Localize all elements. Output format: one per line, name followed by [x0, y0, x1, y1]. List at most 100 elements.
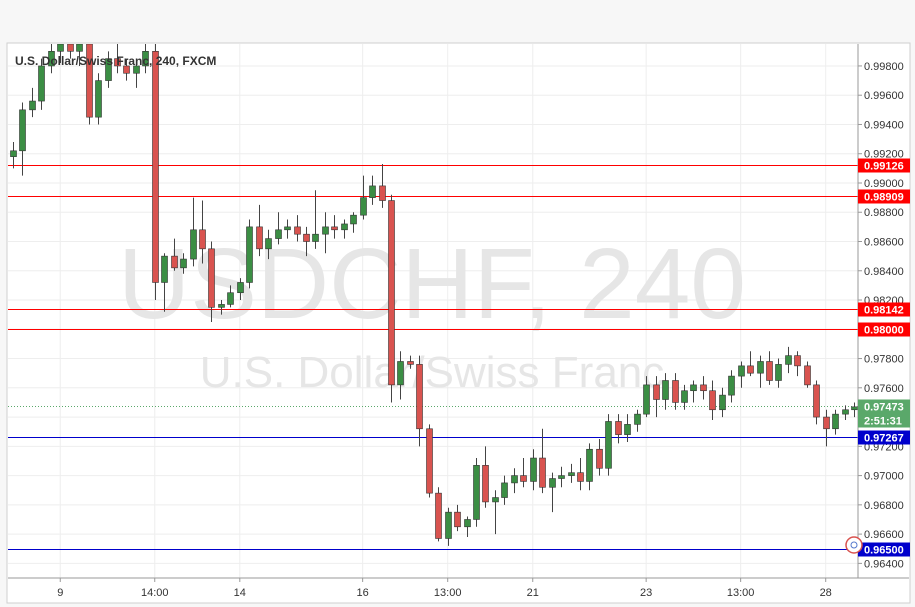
candle[interactable]	[747, 351, 754, 377]
time-axis[interactable]: 9 14:00 14 16 13:00 21 23 13:00 28	[57, 578, 832, 599]
candle[interactable]	[331, 215, 338, 239]
candle[interactable]	[719, 387, 726, 418]
candle[interactable]	[294, 215, 301, 242]
candle[interactable]	[105, 51, 112, 88]
candle[interactable]	[208, 241, 215, 322]
candle[interactable]	[757, 355, 764, 388]
candle[interactable]	[577, 458, 584, 491]
candle[interactable]	[586, 443, 593, 491]
candle[interactable]	[161, 253, 168, 312]
candle[interactable]	[237, 278, 244, 301]
candle[interactable]	[794, 351, 801, 377]
candle[interactable]	[634, 409, 641, 432]
candle[interactable]	[464, 516, 471, 538]
candle[interactable]	[388, 194, 395, 403]
candle[interactable]	[369, 175, 376, 205]
candle[interactable]	[416, 355, 423, 447]
candle[interactable]	[615, 414, 622, 444]
candle[interactable]	[549, 472, 556, 513]
candle[interactable]	[558, 466, 565, 488]
candle[interactable]	[275, 212, 282, 245]
candle[interactable]	[256, 204, 263, 257]
candle[interactable]	[738, 361, 745, 388]
candle[interactable]	[171, 238, 178, 271]
candle[interactable]	[48, 44, 55, 74]
candle[interactable]	[152, 37, 159, 301]
candle[interactable]	[501, 475, 508, 505]
candle-body	[76, 44, 83, 52]
candle[interactable]	[690, 380, 697, 403]
candle[interactable]	[19, 102, 26, 176]
candle[interactable]	[426, 424, 433, 498]
level-label: 0.98142	[864, 305, 904, 317]
candle[interactable]	[624, 414, 631, 442]
y-tick-label: 0.97000	[864, 471, 904, 483]
candle[interactable]	[605, 414, 612, 476]
candle-body	[48, 51, 55, 67]
candle[interactable]	[29, 87, 36, 118]
candle[interactable]	[95, 73, 102, 125]
candle[interactable]	[766, 351, 773, 385]
candle[interactable]	[445, 507, 452, 546]
candle[interactable]	[123, 58, 130, 81]
candle[interactable]	[360, 175, 367, 220]
candle[interactable]	[775, 358, 782, 388]
scroll-to-latest-icon[interactable]	[845, 536, 863, 554]
candle[interactable]	[662, 373, 669, 410]
candle[interactable]	[709, 380, 716, 420]
candle[interactable]	[728, 370, 735, 403]
candle[interactable]	[397, 351, 404, 400]
candle[interactable]	[530, 449, 537, 491]
candle[interactable]	[700, 376, 707, 400]
candle[interactable]	[804, 361, 811, 388]
candle[interactable]	[284, 219, 291, 239]
candle[interactable]	[785, 346, 792, 374]
candle[interactable]	[114, 44, 121, 74]
candle[interactable]	[76, 37, 83, 66]
candle[interactable]	[435, 487, 442, 542]
candle[interactable]	[842, 405, 849, 420]
candle[interactable]	[86, 37, 93, 125]
candle[interactable]	[190, 197, 197, 267]
candle[interactable]	[473, 458, 480, 527]
candle[interactable]	[492, 490, 499, 535]
candle[interactable]	[218, 300, 225, 315]
candle[interactable]	[539, 428, 546, 494]
candle[interactable]	[379, 163, 386, 208]
candle[interactable]	[823, 409, 830, 447]
candle[interactable]	[653, 376, 660, 418]
candle[interactable]	[643, 376, 650, 418]
candle[interactable]	[568, 463, 575, 483]
level-label: 0.99126	[864, 161, 904, 173]
candle[interactable]	[482, 446, 489, 508]
candle[interactable]	[681, 384, 688, 410]
candle-body	[397, 361, 404, 386]
candle[interactable]	[322, 212, 329, 254]
candle[interactable]	[407, 355, 414, 369]
candle[interactable]	[672, 373, 679, 410]
candle-body	[568, 472, 575, 476]
candle[interactable]	[303, 226, 310, 257]
candle[interactable]	[246, 219, 253, 289]
level-label: 0.97267	[864, 433, 904, 445]
candle[interactable]	[67, 37, 74, 59]
candle[interactable]	[199, 200, 206, 264]
candle[interactable]	[520, 458, 527, 488]
candle[interactable]	[813, 380, 820, 425]
candle[interactable]	[57, 40, 64, 64]
candle[interactable]	[142, 44, 149, 74]
candle[interactable]	[38, 58, 45, 110]
candle[interactable]	[454, 504, 461, 532]
candle[interactable]	[10, 142, 17, 169]
candle[interactable]	[227, 285, 234, 308]
candle[interactable]	[341, 219, 348, 239]
candle[interactable]	[832, 409, 839, 435]
candle[interactable]	[511, 468, 518, 494]
candle[interactable]	[265, 229, 272, 260]
candle[interactable]	[180, 253, 187, 274]
candle[interactable]	[350, 212, 357, 233]
candle[interactable]	[596, 439, 603, 476]
candle[interactable]	[133, 58, 140, 88]
candle[interactable]	[312, 190, 319, 249]
